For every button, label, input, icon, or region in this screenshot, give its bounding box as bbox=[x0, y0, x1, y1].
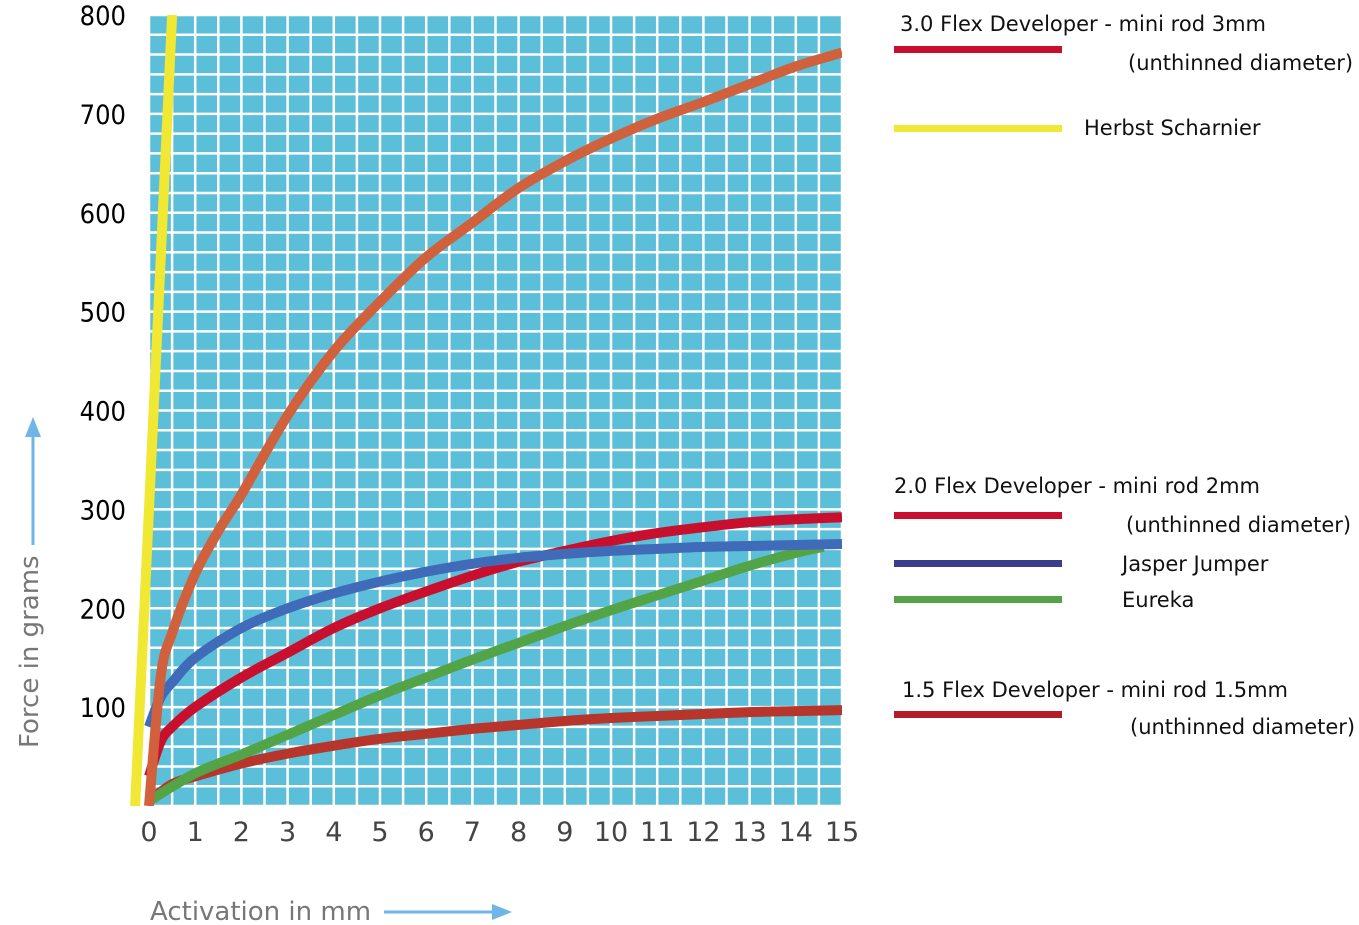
x-tick-label: 7 bbox=[464, 817, 481, 848]
x-axis-arrow-icon bbox=[384, 904, 512, 920]
y-tick-label: 200 bbox=[80, 594, 126, 625]
x-tick-label: 10 bbox=[594, 817, 628, 848]
y-tick-labels: 100 200 300 400 500 600 700 800 bbox=[80, 1, 126, 724]
x-tick-label: 4 bbox=[325, 817, 342, 848]
legend-swatch-2mm bbox=[894, 512, 1062, 519]
series-line-eureka bbox=[146, 542, 825, 806]
x-tick-label: 15 bbox=[825, 817, 859, 848]
x-tick-label: 5 bbox=[371, 817, 388, 848]
legend-sublabel-2mm: (unthinned diameter) bbox=[1126, 513, 1351, 537]
y-tick-label: 600 bbox=[80, 199, 126, 230]
legend-swatch-herbst bbox=[894, 125, 1062, 132]
series-line-herbst-scharnier bbox=[130, 15, 178, 806]
series-line-jasper-jumper bbox=[144, 539, 842, 729]
legend-label-jasper-jumper: Jasper Jumper bbox=[1120, 552, 1269, 576]
y-tick-label: 300 bbox=[80, 495, 126, 526]
y-axis-arrow-icon bbox=[25, 417, 41, 545]
legend-label-2mm: 2.0 Flex Developer - mini rod 2mm bbox=[894, 474, 1260, 498]
legend-swatch-eureka bbox=[894, 596, 1062, 603]
x-tick-label: 8 bbox=[510, 817, 527, 848]
x-tick-label: 6 bbox=[418, 817, 435, 848]
series-line-2-0-flex-developer-mini-rod-2mm bbox=[144, 512, 842, 778]
legend-label-herbst: Herbst Scharnier bbox=[1084, 116, 1261, 140]
legend-label-1-5mm: 1.5 Flex Developer - mini rod 1.5mm bbox=[902, 678, 1288, 702]
x-tick-labels: 0 1 2 3 4 5 6 7 8 9 10 11 12 13 14 15 bbox=[140, 817, 859, 848]
legend-label-eureka: Eureka bbox=[1122, 588, 1194, 612]
legend-sublabel-1-5mm: (unthinned diameter) bbox=[1130, 715, 1355, 739]
y-tick-label: 100 bbox=[80, 693, 126, 724]
x-tick-label: 9 bbox=[556, 817, 573, 848]
series-layer bbox=[130, 15, 842, 806]
legend-swatch-1-5mm bbox=[894, 711, 1062, 718]
series-line-3-0-flex-developer-mini-rod-3mm bbox=[144, 47, 842, 806]
x-tick-label: 0 bbox=[140, 817, 157, 848]
y-tick-label: 400 bbox=[80, 397, 126, 428]
grid bbox=[147, 13, 844, 808]
x-tick-label: 3 bbox=[279, 817, 296, 848]
x-tick-label: 11 bbox=[640, 817, 674, 848]
legend-swatch-3mm bbox=[894, 46, 1062, 53]
legend-sublabel-3mm: (unthinned diameter) bbox=[1128, 51, 1353, 75]
y-axis-label: Force in grams bbox=[15, 555, 45, 748]
x-axis-label: Activation in mm bbox=[150, 897, 371, 925]
series-line-1-5-flex-developer-mini-rod-1-5mm bbox=[145, 705, 842, 806]
x-tick-label: 13 bbox=[732, 817, 766, 848]
x-tick-label: 2 bbox=[233, 817, 250, 848]
legend-label-3mm: 3.0 Flex Developer - mini rod 3mm bbox=[900, 12, 1266, 36]
y-tick-label: 500 bbox=[80, 298, 126, 329]
y-tick-label: 800 bbox=[80, 1, 126, 32]
x-tick-label: 1 bbox=[187, 817, 204, 848]
legend-swatch-jasper-jumper bbox=[894, 560, 1062, 567]
legend: 3.0 Flex Developer - mini rod 3mm (unthi… bbox=[894, 12, 1355, 739]
y-tick-label: 700 bbox=[80, 100, 126, 131]
x-tick-label: 12 bbox=[686, 817, 720, 848]
x-tick-label: 14 bbox=[779, 817, 813, 848]
